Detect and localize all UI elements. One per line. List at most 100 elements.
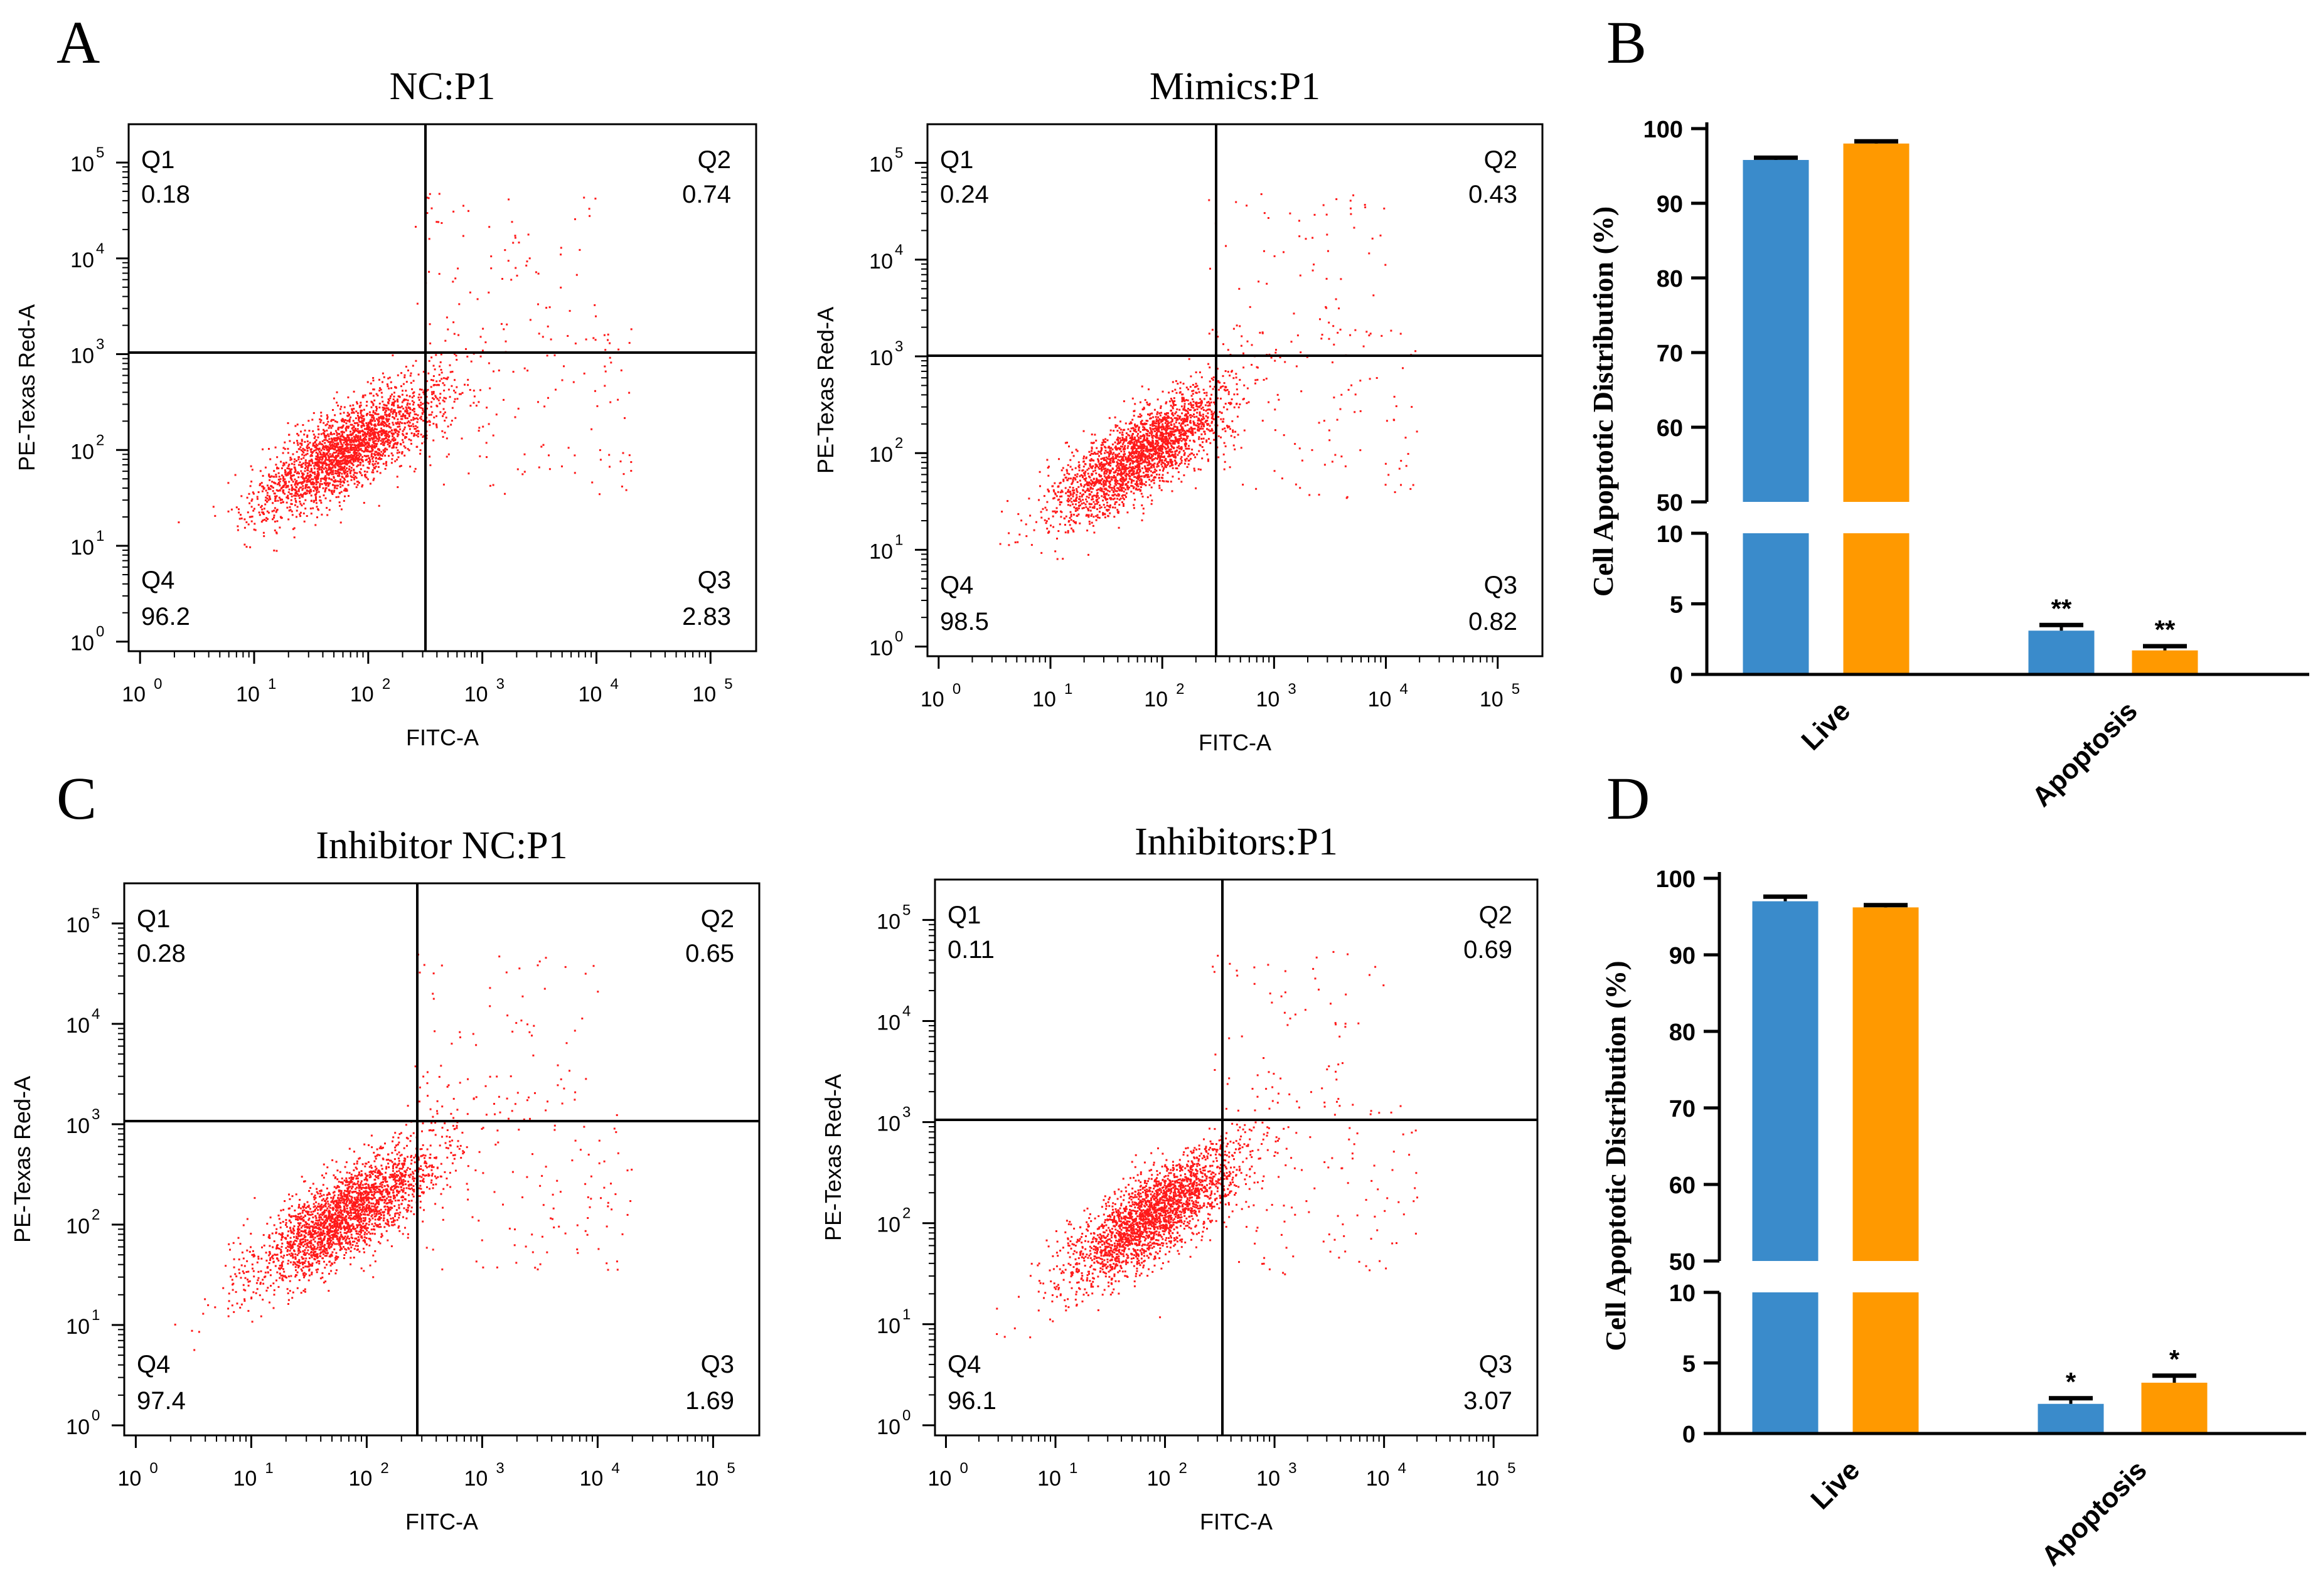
scatter-point	[1242, 398, 1245, 400]
scatter-point	[1065, 492, 1067, 494]
scatter-point	[1409, 487, 1412, 490]
scatter-point	[276, 508, 279, 511]
scatter-point	[1083, 455, 1085, 458]
scatter-point	[1093, 494, 1095, 497]
scatter-point	[368, 411, 371, 413]
scatter-point	[251, 469, 254, 471]
scatter-point	[572, 381, 575, 383]
scatter-point	[349, 405, 351, 407]
scatter-point	[1001, 511, 1003, 513]
scatter-point	[317, 454, 319, 456]
scatter-point	[399, 428, 402, 430]
scatter-point	[288, 467, 291, 470]
scatter-point	[1158, 484, 1161, 487]
scatter-point	[1121, 486, 1123, 489]
scatter-point	[351, 456, 353, 459]
scatter-point	[293, 460, 296, 463]
scatter-point	[461, 437, 463, 440]
scatter-point	[439, 402, 441, 405]
scatter-point	[1136, 471, 1138, 472]
scatter-point	[1120, 445, 1122, 448]
scatter-point	[1173, 417, 1176, 419]
scatter-point	[336, 487, 338, 489]
scatter-point	[515, 267, 517, 269]
scatter-point	[1217, 435, 1220, 437]
scatter-point	[1202, 437, 1205, 440]
scatter-point	[311, 482, 314, 485]
scatter-point	[414, 428, 417, 430]
scatter-point	[287, 465, 290, 467]
scatter-point	[377, 419, 379, 422]
scatter-point	[1151, 459, 1154, 461]
scatter-point	[1232, 444, 1235, 447]
scatter-point	[276, 483, 279, 486]
scatter-point	[352, 447, 355, 449]
scatter-point	[286, 467, 289, 469]
scatter-point	[1166, 450, 1168, 452]
scatter-point	[1186, 418, 1189, 421]
scatter-point	[628, 342, 631, 344]
scatter-point	[1155, 450, 1157, 452]
scatter-point	[378, 456, 381, 459]
scatter-point	[372, 395, 375, 397]
scatter-point	[504, 249, 506, 252]
scatter-point	[454, 398, 456, 400]
scatter-point	[526, 260, 528, 263]
scatter-point	[348, 457, 350, 459]
scatter-point	[314, 457, 317, 460]
scatter-point	[1185, 413, 1188, 415]
scatter-point	[438, 273, 441, 275]
scatter-point	[452, 280, 454, 283]
scatter-point	[288, 434, 290, 436]
scatter-point	[1169, 427, 1172, 430]
scatter-point	[282, 462, 285, 464]
scatter-point	[457, 267, 459, 270]
scatter-point	[289, 457, 292, 459]
scatter-point	[430, 356, 433, 359]
scatter-point	[318, 456, 320, 459]
scatter-point	[363, 408, 365, 411]
scatter-point	[1138, 455, 1141, 457]
scatter-point	[422, 407, 424, 410]
scatter-point	[301, 482, 303, 485]
scatter-point	[328, 477, 330, 479]
scatter-point	[561, 379, 564, 381]
scatter-point	[366, 442, 368, 445]
scatter-point	[329, 445, 332, 447]
scatter-point	[280, 460, 282, 463]
scatter-point	[354, 459, 356, 461]
scatter-point	[1211, 329, 1214, 331]
scatter-point	[1136, 450, 1139, 453]
scatter-point	[1095, 519, 1098, 521]
scatter-point	[309, 455, 312, 457]
scatter-point	[1075, 449, 1077, 451]
scatter-point	[359, 435, 361, 437]
y-tick-label: 10	[70, 536, 94, 560]
scatter-point	[361, 422, 364, 424]
scatter-point	[351, 454, 354, 457]
scatter-point	[1162, 425, 1164, 427]
scatter-point	[1206, 428, 1208, 430]
scatter-point	[356, 484, 359, 486]
scatter-point	[314, 435, 316, 438]
scatter-point	[391, 403, 393, 406]
scatter-point	[392, 403, 395, 405]
scatter-point	[328, 459, 330, 461]
scatter-point	[315, 455, 318, 458]
scatter-point	[358, 455, 361, 458]
scatter-point	[1066, 499, 1069, 502]
scatter-point	[356, 449, 358, 451]
scatter-point	[1393, 395, 1396, 398]
scatter-point	[1131, 452, 1134, 454]
scatter-point	[328, 467, 330, 470]
scatter-point	[286, 485, 288, 487]
scatter-point	[333, 491, 335, 493]
scatter-point	[369, 460, 371, 463]
scatter-point	[345, 488, 348, 491]
scatter-point	[1224, 460, 1226, 463]
scatter-point	[1079, 492, 1082, 494]
scatter-point	[1086, 496, 1088, 498]
scatter-point	[371, 471, 373, 474]
scatter-point	[1120, 471, 1123, 473]
scatter-point	[378, 437, 381, 439]
